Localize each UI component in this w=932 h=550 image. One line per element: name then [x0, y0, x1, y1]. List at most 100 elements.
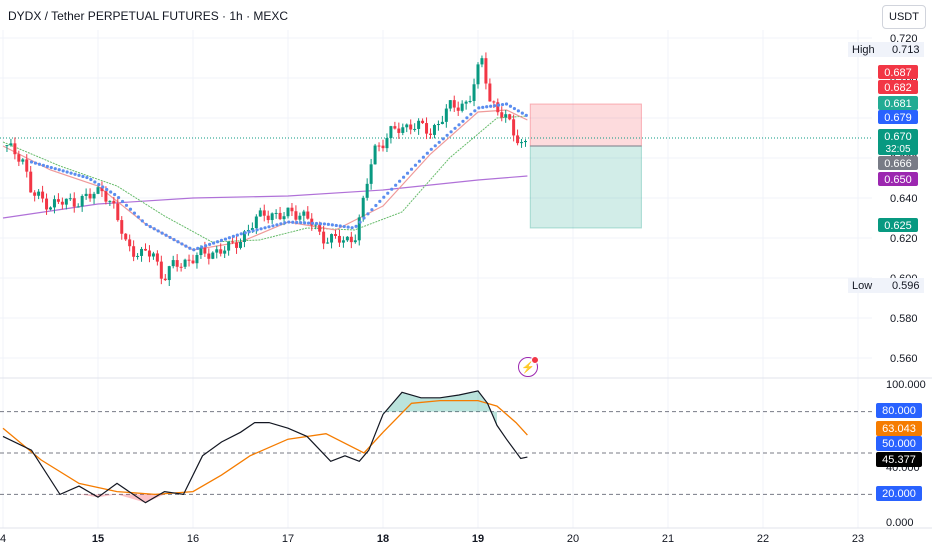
- x-tick-label: 22: [757, 533, 769, 545]
- candle-body: [5, 145, 9, 147]
- x-tick-label: 20: [567, 533, 579, 545]
- sar-dot: [473, 109, 477, 113]
- sar-dot: [164, 233, 168, 237]
- ma-green-line: [2, 115, 528, 243]
- candle-body: [357, 217, 361, 241]
- sar-dot: [378, 199, 382, 203]
- candle-body: [429, 133, 432, 135]
- candle-body: [393, 126, 397, 129]
- candle-body: [508, 114, 512, 120]
- osc-badge-label: 50.000: [882, 438, 916, 450]
- candle-body: [381, 145, 385, 149]
- candle-body: [64, 198, 68, 205]
- candles: [5, 52, 527, 287]
- sar-dot: [322, 222, 327, 226]
- sar-dot: [120, 199, 125, 204]
- notification-dot: [531, 356, 539, 364]
- candle-body: [520, 142, 524, 144]
- candle-body: [242, 231, 246, 243]
- candle-body: [409, 124, 413, 130]
- sar-dot: [417, 159, 422, 163]
- sar-dot: [370, 208, 374, 212]
- sar-dot: [45, 164, 49, 169]
- sar-dot: [524, 113, 528, 117]
- y-tick-label: 0.580: [890, 313, 918, 325]
- candle-body: [318, 224, 322, 232]
- currency-button[interactable]: USDT: [882, 5, 926, 29]
- sar-dot: [215, 240, 220, 244]
- sar-dot: [421, 155, 425, 159]
- candle-body: [440, 121, 444, 125]
- sar-dot: [41, 163, 45, 167]
- sar-dot: [485, 105, 489, 109]
- sar-dot: [271, 224, 275, 228]
- price-badge: [878, 65, 918, 79]
- candle-body: [175, 260, 179, 267]
- countdown-label: 32:05: [885, 144, 910, 155]
- sar-dot: [409, 167, 414, 171]
- candle-body: [211, 252, 215, 259]
- candle-body: [365, 183, 369, 198]
- sar-dot: [303, 221, 307, 225]
- candle-body: [421, 120, 425, 124]
- candle-body: [132, 246, 136, 257]
- candle-body: [405, 124, 409, 128]
- sar-dot: [239, 232, 243, 236]
- oversold-fill: [60, 494, 184, 503]
- sar-dot: [306, 221, 311, 225]
- price-badge-label: 0.679: [884, 112, 912, 124]
- sar-dot: [168, 235, 172, 240]
- sar-dot: [219, 238, 224, 242]
- candle-body: [373, 145, 377, 165]
- candle-body: [29, 171, 33, 193]
- candle-body: [116, 203, 120, 221]
- osc-badge: [876, 452, 922, 467]
- candle-body: [484, 58, 488, 84]
- sar-dot: [512, 106, 517, 111]
- candle-body: [49, 207, 52, 210]
- candle-body: [124, 233, 128, 240]
- sar-dot: [211, 241, 216, 245]
- candle-body: [151, 253, 155, 257]
- sar-dot: [176, 240, 180, 244]
- candle-body: [171, 260, 175, 267]
- price-badge: [878, 218, 918, 232]
- sar-dot: [184, 244, 188, 248]
- lightning-icon[interactable]: ⚡: [518, 356, 539, 377]
- sar-dot: [382, 195, 386, 199]
- sar-dot: [61, 169, 65, 173]
- sar-dot: [204, 244, 208, 248]
- sar-dot: [314, 221, 319, 226]
- sar-dot: [152, 227, 156, 231]
- sar-dot: [29, 160, 34, 164]
- sar-dot: [310, 221, 315, 225]
- x-tick-label: 21: [662, 533, 674, 545]
- candle-body: [270, 213, 274, 221]
- candle-body: [401, 127, 405, 133]
- candle-body: [128, 239, 132, 247]
- price-badge: [878, 80, 918, 94]
- candle-body: [120, 220, 124, 234]
- candle-body: [56, 199, 60, 202]
- sar-dot: [469, 112, 473, 116]
- candle-body: [266, 215, 270, 221]
- sar-dot: [318, 222, 323, 226]
- candle-body: [140, 248, 144, 256]
- candle-body: [250, 228, 254, 231]
- sar-dot: [338, 224, 342, 228]
- candle-body: [215, 249, 219, 253]
- candle-body: [385, 138, 389, 149]
- osc-badge-label: 45.377: [882, 454, 916, 466]
- sar-dot: [299, 221, 303, 225]
- sar-dot: [275, 223, 279, 227]
- sar-dot: [326, 222, 330, 226]
- candle-body: [104, 191, 108, 202]
- candle-body: [448, 100, 452, 109]
- osc-signal-line: [2, 399, 528, 496]
- hilo-value: 0.596: [892, 280, 920, 292]
- candle-body: [432, 125, 436, 135]
- osc-badge-label: 63.043: [882, 423, 916, 435]
- x-tick-label: 17: [282, 533, 294, 545]
- candle-body: [37, 191, 41, 196]
